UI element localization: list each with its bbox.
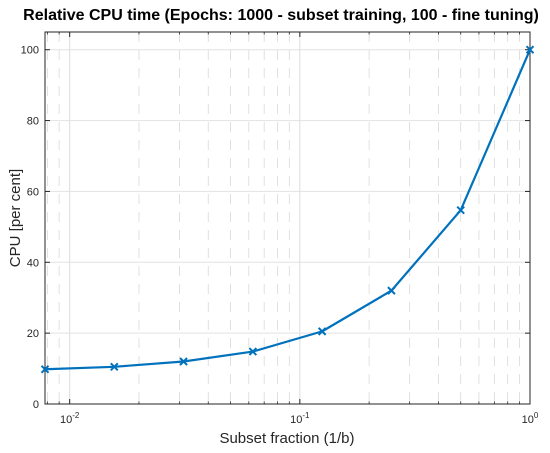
- data-point-marker: [456, 205, 465, 215]
- y-tick-label: 80: [27, 116, 39, 128]
- y-tick-label: 0: [33, 399, 39, 411]
- data-point-marker: [317, 327, 327, 336]
- y-tick-label: 60: [27, 186, 39, 198]
- data-point-marker: [248, 347, 258, 356]
- series-line: [44, 49, 532, 371]
- plot-frame: [44, 31, 531, 405]
- y-axis-label: CPU [per cent]: [7, 169, 24, 267]
- x-tick-label: 10-1: [290, 411, 310, 426]
- data-point-marker: [179, 357, 188, 366]
- x-axis-label: Subset fraction (1/b): [219, 430, 354, 447]
- chart-title: Relative CPU time (Epochs: 1000 - subset…: [23, 7, 539, 24]
- y-tick-label: 20: [27, 328, 39, 340]
- data-point-marker: [40, 365, 50, 374]
- grid-layer: [45, 32, 530, 404]
- data-point-marker: [110, 362, 119, 372]
- y-tick-label: 100: [21, 45, 39, 57]
- series-layer: [40, 45, 535, 374]
- x-tick-label: 10-2: [60, 411, 80, 426]
- data-point-marker: [387, 286, 396, 295]
- data-point-marker: [525, 45, 535, 54]
- y-tick-label: 40: [27, 257, 39, 269]
- x-tick-label: 100: [522, 411, 539, 426]
